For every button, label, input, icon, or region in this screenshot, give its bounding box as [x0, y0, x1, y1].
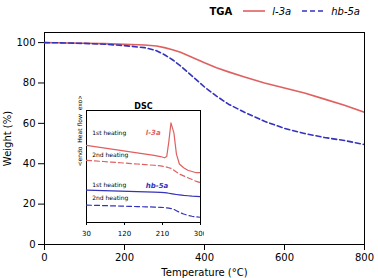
svg-text:80: 80 [23, 77, 36, 88]
svg-text:2nd heating: 2nd heating [92, 151, 128, 159]
html-text:TGA: TGA [209, 5, 233, 17]
svg-text:Temperature (°C): Temperature (°C) [160, 267, 247, 278]
svg-text:0: 0 [29, 239, 35, 250]
svg-text:210: 210 [156, 230, 169, 236]
svg-text:0: 0 [41, 252, 47, 263]
svg-text:800: 800 [355, 252, 374, 263]
svg-text:40: 40 [23, 158, 36, 169]
svg-text:DSC: DSC [134, 102, 152, 111]
svg-text:120: 120 [118, 230, 131, 236]
svg-text:600: 600 [275, 252, 294, 263]
svg-text:30: 30 [82, 230, 91, 236]
svg-text:100: 100 [16, 37, 35, 48]
svg-text:2nd heating: 2nd heating [92, 194, 128, 202]
svg-text:60: 60 [23, 118, 36, 129]
html-text:l-3a: l-3a [272, 5, 292, 17]
html-text:hb-5a: hb-5a [331, 5, 360, 17]
svg-text:<endo Heat flow exo>: <endo Heat flow exo> [76, 96, 83, 167]
svg-text:1st heating: 1st heating [92, 129, 126, 137]
svg-text:Weight (%): Weight (%) [2, 111, 13, 166]
svg-text:1st heating: 1st heating [92, 181, 126, 189]
svg-text:20: 20 [23, 198, 36, 209]
svg-text:400: 400 [195, 252, 214, 263]
svg-text:hb-5a: hb-5a [146, 182, 169, 190]
svg-text:l-3a: l-3a [146, 129, 161, 137]
svg-text:200: 200 [115, 252, 134, 263]
svg-text:300: 300 [194, 230, 204, 236]
